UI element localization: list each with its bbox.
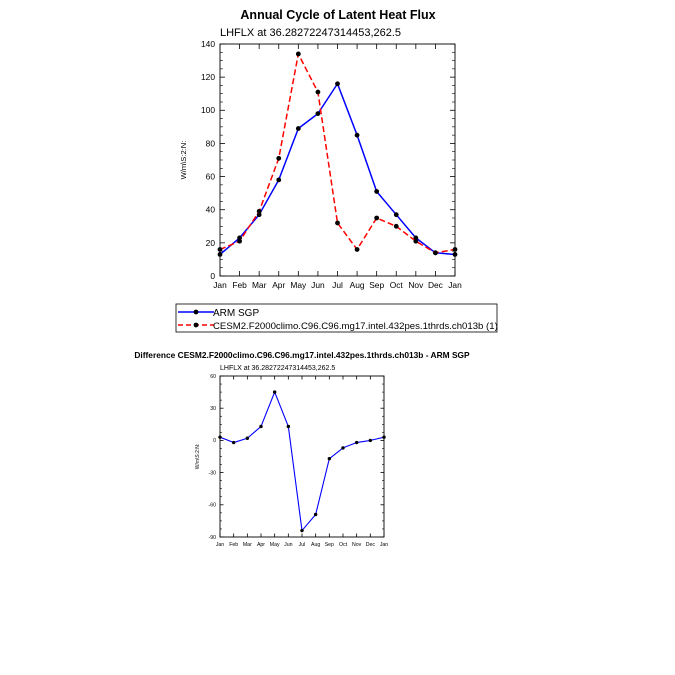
main-series-1-point [413, 238, 419, 244]
diff-series-0-point [245, 436, 250, 440]
main-x-tick-label: Jul [332, 280, 343, 290]
main-series-1-point [335, 220, 340, 226]
diff-x-tick-label: Feb [229, 542, 238, 548]
main-series-1-point [452, 247, 458, 252]
main-x-tick-label: Dec [428, 280, 443, 290]
main-x-tick-label: Mar [252, 280, 267, 290]
main-y-tick-label: 60 [206, 172, 216, 182]
main-series-0-point [354, 132, 360, 138]
main-series-0-point [413, 235, 419, 241]
difference-chart-title: Difference CESM2.F2000climo.C96.C96.mg17… [134, 350, 470, 360]
main-series-1-point [393, 223, 399, 229]
diff-series-0-point [286, 424, 291, 429]
diff-y-tick-label: 30 [210, 406, 216, 412]
main-y-tick-label: 80 [206, 138, 216, 148]
chart-legend: ARM SGP CESM2.F2000climo.C96.C96.mg17.in… [175, 303, 498, 333]
main-series-0-point [217, 252, 223, 257]
diff-x-tick-label: Jul [299, 542, 306, 548]
diff-y-tick-label: -90 [209, 535, 217, 541]
diff-y-tick-label: -60 [209, 503, 217, 509]
diff-y-tick-label: 0 [213, 438, 216, 444]
main-series-0-point [276, 177, 282, 183]
diff-series-0-point [354, 440, 359, 445]
main-x-tick-label: Jun [311, 280, 325, 290]
difference-line-chart: -90 -60 -30 0 30 60 Jan Feb Mar Apr May Jun Jul Aug Se… [195, 374, 388, 548]
main-x-tick-label: Feb [232, 280, 247, 290]
diff-x-tick-label: Dec [366, 542, 376, 548]
main-series-0-point [393, 212, 399, 218]
diff-series-0-point [218, 435, 222, 439]
diff-series-0-point [259, 424, 263, 429]
diff-series-0-point [341, 446, 345, 450]
main-chart-subtitle: LHFLX at 36.28272247314453,262.5 [220, 27, 401, 39]
main-x-tick-label: Jan [213, 280, 227, 290]
diff-series-0-point [231, 440, 236, 445]
main-y-tick-label: 40 [206, 205, 216, 215]
main-series-0-point [295, 126, 301, 131]
legend-marker-arm-sgp [193, 309, 199, 315]
main-series-1-point [237, 238, 242, 244]
main-series-1-point [315, 89, 321, 95]
diff-y-tick-label: 60 [210, 374, 216, 380]
diff-series-0-point [382, 435, 386, 439]
main-x-tick-label: Oct [390, 280, 404, 290]
diff-x-tick-label: Mar [243, 542, 252, 548]
main-y-tick-label: 20 [206, 238, 216, 248]
main-x-tick-label: Nov [408, 280, 424, 290]
diff-x-tick-label: Sep [325, 542, 334, 548]
main-series-0-point [335, 81, 340, 87]
main-series-0-point [315, 111, 321, 116]
main-series-0-point [452, 252, 458, 257]
diff-y-axis-label: W/m\S:2:N: [195, 444, 201, 470]
diff-x-tick-label: Aug [311, 542, 320, 548]
main-y-tick-label: 0 [210, 271, 215, 281]
main-x-tick-label: Aug [350, 280, 365, 290]
diff-series-0-point [313, 512, 318, 517]
diff-series-0-point [368, 438, 373, 443]
main-series-1-point [354, 247, 360, 252]
legend-box [175, 303, 498, 333]
diff-y-tick-label: -30 [209, 470, 217, 476]
main-x-tick-label: Jan [448, 280, 462, 290]
diff-series-0-point [327, 456, 332, 461]
main-chart-title: Annual Cycle of Latent Heat Flux [240, 8, 435, 22]
main-x-tick-label: Sep [369, 280, 384, 290]
diff-x-tick-label: Nov [352, 542, 362, 548]
main-y-axis-label: W/m\S:2:N: [179, 141, 188, 180]
diff-series-0-point [300, 528, 304, 533]
main-y-tick-label: 120 [201, 72, 215, 82]
main-series-0-point [374, 189, 380, 194]
main-x-tick-label: Apr [272, 280, 285, 290]
legend-label-arm-sgp: ARM SGP [213, 308, 259, 319]
main-series-1-point [374, 215, 380, 221]
diff-x-tick-label: Jan [216, 542, 224, 548]
diff-x-tick-label: Oct [339, 542, 348, 548]
legend-label-cesm2: CESM2.F2000climo.C96.C96.mg17.intel.432p… [213, 321, 498, 332]
main-series-1-point [295, 51, 301, 57]
diff-x-tick-label: Apr [257, 542, 265, 548]
main-series-1-point [276, 155, 282, 161]
diff-x-tick-label: Jun [284, 542, 292, 548]
difference-chart-subtitle: LHFLX at 36.28272247314453,262.5 [220, 365, 335, 372]
main-series-1-point [217, 247, 223, 252]
main-x-tick-label: May [290, 280, 307, 290]
legend-marker-cesm2 [193, 322, 199, 328]
diff-x-tick-label: Jan [380, 542, 388, 548]
main-line-chart: 0 20 40 60 80 100 120 140 Jan Feb Mar Apr May Jun Jul A… [179, 39, 462, 290]
main-y-tick-label: 140 [201, 39, 215, 49]
diff-series-0-point [272, 390, 277, 394]
main-series-1-point [256, 208, 262, 214]
diff-x-tick-label: May [270, 542, 280, 548]
main-y-tick-label: 100 [201, 105, 215, 115]
main-series-1-point [433, 250, 438, 256]
